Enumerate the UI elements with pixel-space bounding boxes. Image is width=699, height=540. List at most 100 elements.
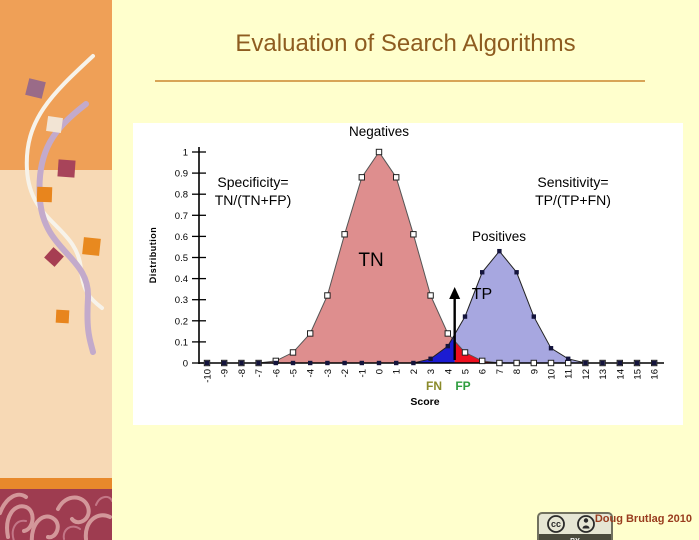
sidebar-accent-bar — [0, 478, 112, 489]
marker-positives — [204, 360, 210, 366]
area-positives — [207, 251, 655, 363]
sensitivity-line1: Sensitivity= — [537, 174, 609, 190]
marker-positives — [480, 270, 485, 275]
marker-negatives — [496, 359, 503, 367]
x-tick-label: -6 — [271, 369, 282, 377]
x-tick-label: -4 — [306, 369, 317, 377]
marker-positives — [411, 360, 416, 366]
x-tick-label: 15 — [633, 369, 644, 380]
paisley-pattern — [0, 489, 112, 540]
attribution-person-icon — [577, 515, 595, 533]
marker-positives — [514, 270, 519, 275]
marker-positives — [497, 248, 502, 254]
marker-negatives — [461, 349, 469, 356]
x-tick-label: -9 — [220, 369, 231, 377]
negatives-label: Negatives — [348, 124, 410, 139]
marker-negatives — [547, 359, 555, 367]
y-axis-title: Distribution — [148, 226, 158, 284]
fn-label: FN — [426, 379, 442, 393]
distribution-chart: 00.10.20.30.40.50.60.70.80.91-10 -9 -8 -7 -6… — [175, 147, 664, 383]
slide-title: Evaluation of Search Algorithms — [235, 30, 576, 57]
cc-icon-text: cc — [551, 519, 561, 529]
sensitivity-annotation: Sensitivity= TP/(TP+FN) — [535, 173, 611, 209]
marker-positives — [600, 360, 605, 366]
marker-positives — [325, 360, 330, 366]
marker-positives — [566, 356, 571, 361]
marker-negatives — [479, 357, 486, 365]
area-negatives — [207, 152, 655, 363]
y-tick-label: 0.7 — [175, 211, 188, 222]
threshold-arrowhead — [449, 287, 461, 300]
marker-negatives — [530, 359, 538, 367]
x-tick-label: 6 — [478, 369, 489, 374]
x-tick-label: -10 — [203, 369, 214, 383]
marker-negatives — [513, 359, 520, 367]
x-tick-label: -7 — [254, 369, 265, 377]
specificity-line2: TN/(TN+FP) — [214, 192, 292, 208]
x-tick-label: 13 — [598, 369, 609, 380]
y-tick-label: 1 — [183, 148, 188, 159]
marker-positives — [428, 356, 433, 361]
sensitivity-line2: TP/(TP+FN) — [535, 192, 611, 208]
x-tick-label: 10 — [547, 369, 558, 380]
x-tick-label: -5 — [289, 369, 300, 377]
x-tick-label: 4 — [443, 369, 454, 374]
marker-positives — [634, 360, 640, 366]
marker-negatives — [393, 174, 400, 181]
x-tick-label: -8 — [237, 369, 248, 377]
positives-label: Positives — [471, 229, 527, 244]
marker-positives — [583, 360, 588, 366]
marker-negatives — [341, 231, 348, 238]
x-tick-label: 9 — [529, 369, 540, 374]
marker-negatives — [565, 359, 572, 367]
x-tick-label: 8 — [512, 369, 523, 374]
marker-negatives — [289, 349, 297, 356]
specificity-annotation: Specificity= TN/(TN+FP) — [215, 173, 292, 209]
x-tick-label: 14 — [615, 369, 626, 380]
marker-positives — [290, 360, 296, 366]
cc-by-text: BY — [570, 538, 580, 540]
marker-positives — [273, 360, 278, 366]
region-fn — [413, 334, 455, 363]
x-tick-label: 12 — [581, 369, 592, 380]
marker-negatives — [358, 174, 366, 181]
marker-positives — [308, 360, 313, 366]
marker-negatives — [324, 292, 331, 299]
marker-positives — [222, 360, 227, 366]
x-tick-label: -1 — [357, 369, 368, 377]
fp-label: FP — [455, 379, 471, 393]
marker-negatives — [307, 330, 314, 337]
marker-positives — [652, 360, 657, 366]
x-tick-label: -2 — [340, 369, 351, 377]
marker-negatives — [375, 148, 383, 156]
credit-text: Doug Brutlag 2010 — [594, 513, 692, 525]
x-tick-label: 3 — [426, 369, 437, 374]
marker-positives — [342, 360, 347, 366]
marker-negatives — [410, 231, 417, 238]
tn-label: TN — [358, 250, 384, 271]
x-tick-label: 2 — [409, 369, 420, 374]
y-tick-label: 0.9 — [175, 169, 188, 180]
y-tick-label: 0.4 — [175, 274, 188, 285]
cc-license-badge: cc BY — [537, 512, 613, 540]
x-axis-title: Score — [410, 396, 440, 408]
y-tick-label: 0 — [183, 359, 188, 370]
y-tick-label: 0.6 — [175, 232, 188, 243]
sidebar-bottom-band — [0, 170, 112, 478]
marker-positives — [445, 343, 450, 349]
y-tick-label: 0.2 — [175, 316, 188, 327]
specificity-line1: Specificity= — [217, 174, 289, 190]
marker-negatives — [444, 330, 452, 337]
x-tick-label: 7 — [495, 369, 506, 374]
x-tick-label: 1 — [392, 369, 403, 374]
x-tick-label: 16 — [650, 369, 661, 380]
sidebar-top-band — [0, 0, 112, 170]
chart-panel: 0 0.1 0.2 0.3 0.4 0.5 0.6 0.7 0.8 0.9 1 -10 -9 -8 -7 -6… — [133, 123, 683, 425]
marker-positives — [394, 360, 399, 366]
y-tick-label: 0.8 — [175, 190, 188, 201]
x-tick-label: 11 — [564, 369, 575, 379]
cc-icon — [547, 515, 565, 533]
marker-positives — [376, 360, 382, 366]
y-tick-label: 0.3 — [175, 295, 188, 306]
